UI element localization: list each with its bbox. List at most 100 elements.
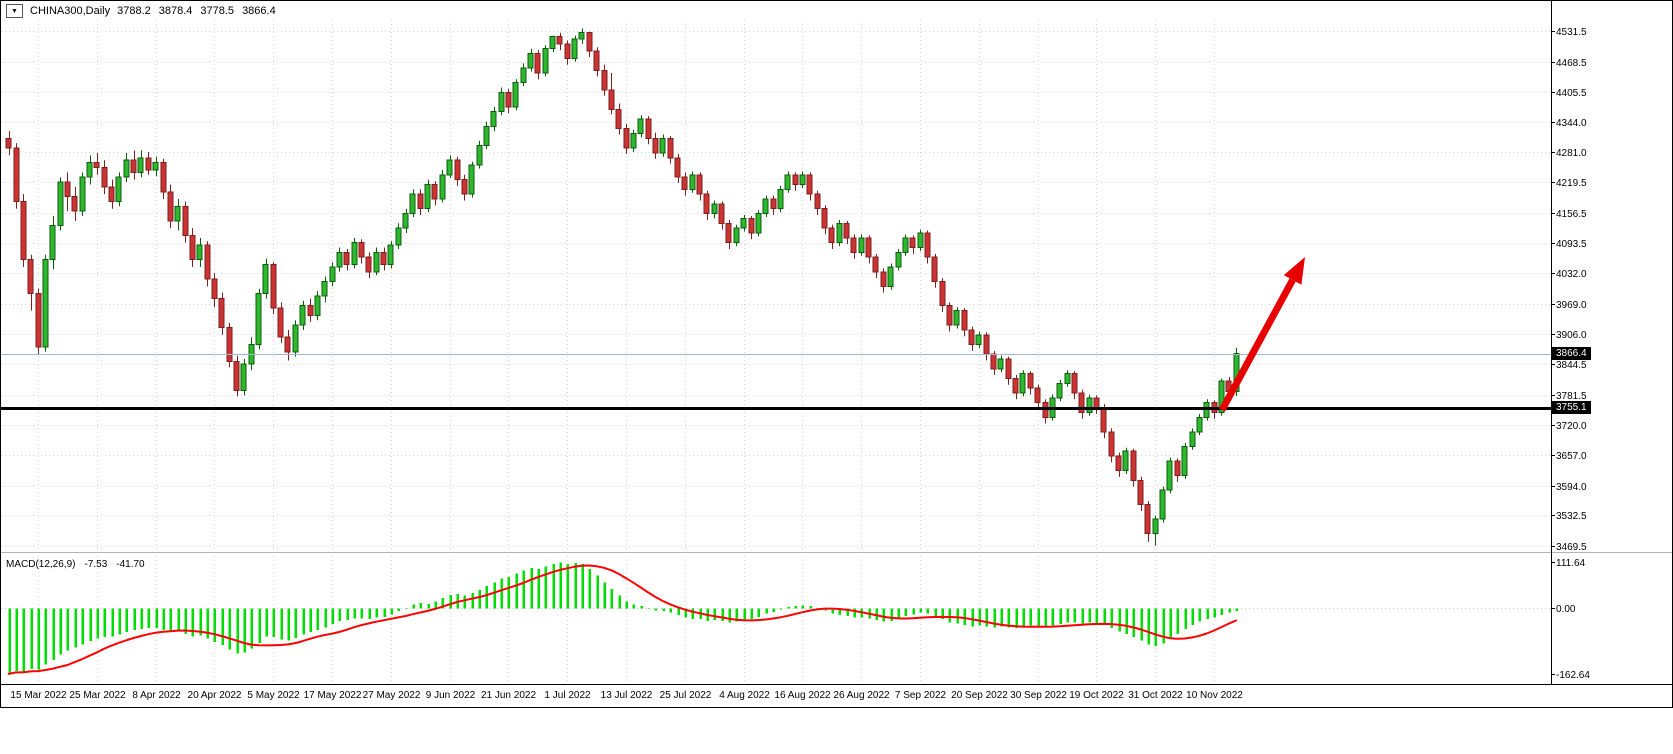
candle: [329, 266, 336, 282]
trend-arrow-shaft[interactable]: [1218, 278, 1296, 412]
ohlc-low: 3778.5: [200, 5, 235, 17]
date-axis-label[interactable]: 9 Jun 2022: [426, 690, 476, 701]
date-axis-label[interactable]: 13 Jul 2022: [601, 690, 653, 701]
candle: [1034, 387, 1041, 404]
candle: [505, 91, 512, 108]
trend-arrow-head[interactable]: [1283, 257, 1305, 285]
date-axis-label[interactable]: 1 Jul 2022: [544, 690, 591, 701]
price-axis-label: 4156.5: [1556, 209, 1587, 220]
candle: [1064, 373, 1071, 384]
date-axis-label[interactable]: 31 Oct 2022: [1128, 690, 1183, 701]
candle: [454, 159, 461, 181]
date-axis-label[interactable]: 25 Mar 2022: [69, 690, 126, 701]
candle: [512, 82, 519, 108]
candle: [696, 174, 703, 195]
candle: [373, 251, 380, 273]
candle: [174, 205, 181, 222]
candle: [49, 225, 56, 261]
macd-signal-value: -41.70: [116, 559, 145, 570]
candle: [718, 203, 725, 224]
candle: [1115, 455, 1122, 472]
candle: [571, 38, 578, 59]
candle: [211, 278, 218, 299]
date-axis-label[interactable]: 21 Jun 2022: [481, 690, 536, 701]
date-axis-label[interactable]: 20 Apr 2022: [188, 690, 242, 701]
candle: [953, 310, 960, 326]
candle: [1181, 445, 1188, 476]
candle: [755, 213, 762, 234]
candle: [108, 186, 115, 202]
date-axis-label[interactable]: 10 Nov 2022: [1186, 690, 1243, 701]
candle: [490, 111, 497, 127]
candle: [821, 208, 828, 229]
date-axis-label[interactable]: 7 Sep 2022: [895, 690, 947, 701]
candle: [483, 125, 490, 147]
date-axis-label[interactable]: 19 Oct 2022: [1069, 690, 1124, 701]
date-axis-label[interactable]: 26 Aug 2022: [833, 690, 890, 701]
candle: [13, 147, 20, 202]
price-axis-label: 4405.5: [1556, 88, 1587, 99]
candle: [939, 280, 946, 307]
macd-signal-line: [7, 564, 1238, 675]
candle: [284, 336, 291, 353]
candle: [1137, 479, 1144, 506]
candle: [439, 174, 446, 200]
candle: [542, 48, 549, 74]
symbol-dropdown-button[interactable]: ▼: [6, 4, 23, 18]
candle: [424, 183, 431, 210]
symbol-title: CHINA300,Daily: [30, 5, 111, 17]
candle: [351, 242, 358, 265]
candle: [520, 67, 527, 84]
candle: [946, 305, 953, 326]
candle: [924, 232, 931, 258]
date-axis-label[interactable]: 25 Jul 2022: [660, 690, 712, 701]
candle: [395, 227, 402, 246]
candle: [762, 198, 769, 215]
candle: [365, 256, 372, 273]
candle: [476, 145, 483, 166]
date-axis-label[interactable]: 30 Sep 2022: [1010, 690, 1067, 701]
candle: [909, 237, 916, 249]
candle: [549, 36, 556, 50]
candle: [358, 242, 365, 258]
candle: [872, 256, 879, 273]
candle: [601, 70, 608, 91]
candle: [814, 193, 821, 210]
candle: [93, 162, 100, 169]
macd-label: MACD(12,26,9): [6, 559, 76, 570]
price-axis-label: 4093.5: [1556, 239, 1587, 250]
candle: [498, 91, 505, 113]
date-axis-label[interactable]: 15 Mar 2022: [10, 690, 67, 701]
macd-axis-label: 0.00: [1556, 604, 1576, 615]
candle: [1166, 460, 1173, 491]
date-axis-label[interactable]: 5 May 2022: [247, 690, 300, 701]
date-axis-label[interactable]: 27 May 2022: [363, 690, 421, 701]
date-axis-label[interactable]: 16 Aug 2022: [774, 690, 831, 701]
candle: [27, 259, 34, 295]
date-axis-label[interactable]: 17 May 2022: [304, 690, 362, 701]
macd-axis-label: -162.64: [1556, 670, 1590, 681]
candle: [380, 251, 387, 265]
candle: [160, 162, 167, 193]
date-axis-label[interactable]: 4 Aug 2022: [719, 690, 770, 701]
candle: [461, 179, 468, 195]
candle: [608, 89, 615, 110]
date-axis-label[interactable]: 8 Apr 2022: [132, 690, 181, 701]
candle: [968, 329, 975, 346]
candle: [556, 36, 563, 45]
candle: [196, 244, 203, 261]
candle: [799, 174, 806, 185]
candle: [593, 50, 600, 72]
candle: [35, 293, 42, 348]
candle: [674, 157, 681, 178]
candle: [703, 193, 710, 215]
candle: [468, 164, 475, 195]
candle: [887, 266, 894, 287]
candle: [843, 222, 850, 239]
candle: [895, 251, 902, 268]
candle: [42, 259, 49, 348]
candle: [417, 193, 424, 210]
date-axis-label[interactable]: 20 Sep 2022: [951, 690, 1008, 701]
